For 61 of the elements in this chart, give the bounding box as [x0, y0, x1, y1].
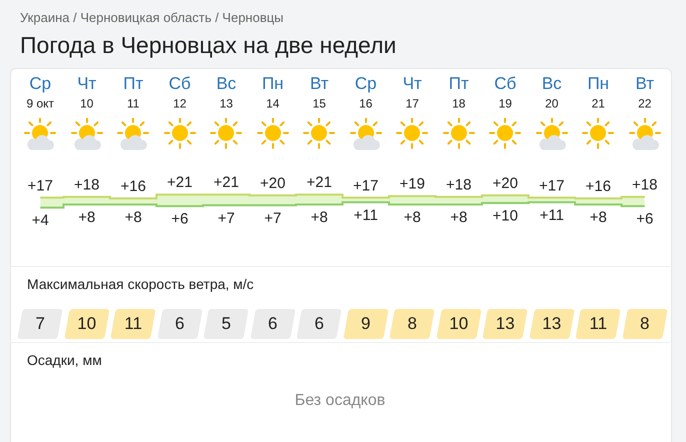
data-label: +11: [354, 206, 378, 224]
data-label: +6: [636, 210, 654, 228]
text: Осадки, мм: [27, 352, 102, 368]
data-label: +7: [218, 210, 235, 227]
text: Максимальная скорость ветра, м/с: [27, 276, 254, 292]
text: Без осадков: [294, 392, 386, 410]
data-label: +8: [78, 209, 96, 226]
data-label: +21: [167, 174, 192, 192]
data-label: +17: [539, 177, 564, 194]
data-label: +20: [260, 174, 286, 192]
x-tick-label: Вс 13: [216, 74, 237, 110]
text: Украина / Черновицкая область / Черновцы: [20, 10, 284, 25]
data-label: +8: [124, 209, 142, 226]
x-tick-label: Ср 16: [354, 74, 377, 110]
x-tick-label: Сб 19: [494, 74, 517, 110]
data-label: 10: [66, 309, 107, 339]
data-label: +17: [353, 177, 378, 194]
data-label: +16: [120, 178, 146, 196]
data-label: 13: [532, 309, 572, 339]
data-label: 6: [160, 309, 200, 339]
data-label: 11: [578, 309, 618, 339]
x-tick-label: Пн 14: [262, 74, 284, 110]
x-tick-label: Чт 17: [402, 74, 422, 110]
x-tick-label: Сб 12: [168, 74, 192, 110]
data-label: 13: [485, 309, 526, 339]
x-tick-label: Пт 18: [448, 74, 469, 110]
data-label: +20: [492, 174, 518, 192]
data-label: 8: [392, 309, 432, 339]
x-tick-label: Пт 11: [123, 74, 144, 110]
x-tick-label: Чт 10: [77, 74, 97, 110]
data-label: +8: [590, 209, 607, 226]
data-label: +19: [400, 176, 425, 193]
data-label: 6: [252, 309, 293, 339]
data-label: 7: [20, 309, 60, 339]
data-label: +6: [171, 210, 188, 228]
data-label: +21: [214, 174, 239, 192]
data-label: +10: [492, 208, 518, 225]
data-label: 5: [206, 309, 246, 339]
data-label: 11: [113, 309, 154, 339]
data-label: +16: [586, 178, 611, 196]
x-tick-label: Вс 20: [542, 74, 562, 110]
data-label: 10: [438, 309, 479, 339]
data-label: +8: [404, 209, 421, 226]
x-tick-label: Вт 22: [635, 74, 654, 110]
data-label: +18: [632, 176, 658, 194]
data-label: +4: [32, 212, 49, 230]
x-tick-label: Пн 21: [587, 74, 610, 110]
data-label: 6: [299, 309, 340, 339]
data-label: +7: [264, 210, 282, 227]
data-label: +8: [310, 209, 328, 226]
data-label: +8: [450, 209, 468, 226]
x-tick-label: Ср 9 окт: [26, 74, 55, 110]
data-label: +18: [74, 176, 100, 194]
data-label: +21: [306, 174, 332, 192]
data-label: +17: [28, 177, 53, 194]
data-label: +11: [540, 206, 564, 224]
chart-title: Погода в Черновцах на две недели: [20, 32, 396, 59]
data-label: +18: [446, 176, 472, 194]
data-label: 9: [346, 309, 386, 339]
x-tick-label: Вт 15: [310, 74, 329, 110]
data-label: 8: [624, 309, 665, 339]
